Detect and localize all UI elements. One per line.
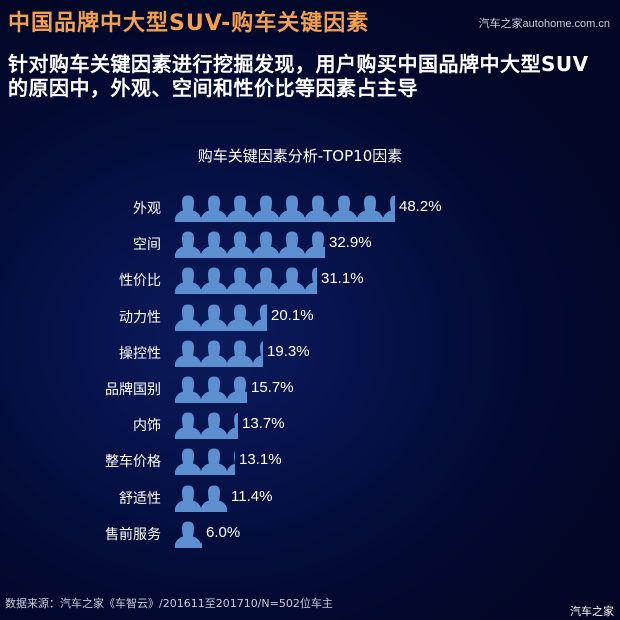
category-label: 动力性 bbox=[119, 309, 161, 326]
value-label: 15.7% bbox=[251, 379, 294, 396]
person-icons bbox=[175, 231, 325, 259]
pictogram-bar bbox=[175, 375, 247, 403]
chart-row: 整车价格 13.1% bbox=[0, 447, 620, 476]
chart-row: 动力性 20.1% bbox=[0, 303, 620, 331]
chart-row: 售前服务 6.0% bbox=[0, 520, 620, 548]
value-label: 48.2% bbox=[399, 198, 442, 215]
page-title: 中国品牌中大型SUV-购车关键因素 bbox=[8, 11, 370, 36]
person-icons bbox=[175, 340, 263, 367]
category-label: 内饰 bbox=[133, 418, 161, 435]
watermark-bottom: 汽车之家 bbox=[570, 605, 614, 618]
category-label: 空间 bbox=[133, 237, 161, 254]
chart-title: 购车关键因素分析-TOP10因素 bbox=[0, 145, 620, 166]
chart-title-text: 购车关键因素分析-TOP10因素 bbox=[197, 147, 403, 165]
chart-row: 性价比 31.1% bbox=[0, 266, 620, 295]
chart-row: 品牌国别 15.7% bbox=[0, 375, 620, 403]
value-label: 31.1% bbox=[321, 270, 364, 288]
data-source: 数据来源：汽车之家《车智云》/201611至201710/N=502位车主 bbox=[5, 597, 333, 610]
value-label: 6.0% bbox=[206, 523, 241, 541]
pictogram-bar bbox=[175, 447, 235, 476]
person-icons bbox=[175, 267, 317, 295]
category-label: 售前服务 bbox=[105, 526, 161, 543]
pictogram-bar bbox=[175, 194, 395, 222]
category-label: 性价比 bbox=[119, 273, 161, 290]
pictogram-bar bbox=[175, 230, 325, 259]
person-icons bbox=[175, 485, 227, 512]
pictogram-bar bbox=[175, 520, 202, 548]
pictogram-bar bbox=[175, 303, 267, 331]
person-icons bbox=[175, 304, 267, 331]
category-label: 操控性 bbox=[119, 345, 161, 362]
value-label: 13.7% bbox=[242, 415, 285, 433]
category-label: 整车价格 bbox=[105, 454, 161, 471]
value-label: 19.3% bbox=[267, 342, 310, 360]
pictogram-bar bbox=[175, 411, 238, 440]
chart-row: 外观 48.2% bbox=[0, 194, 620, 222]
person-icons bbox=[175, 195, 395, 222]
pictogram-bar bbox=[175, 339, 263, 367]
person-icons bbox=[175, 521, 202, 548]
value-label: 13.1% bbox=[239, 451, 282, 469]
chart-row: 内饰 13.7% bbox=[0, 411, 620, 440]
person-icons bbox=[175, 448, 235, 476]
category-label: 舒适性 bbox=[119, 490, 161, 507]
person-icons bbox=[175, 412, 238, 440]
category-label: 外观 bbox=[133, 201, 161, 217]
chart-row: 空间 32.9% bbox=[0, 230, 620, 259]
subtitle: 针对购车关键因素进行挖掘发现，用户购买中国品牌中大型SUV的原因中，外观、空间和… bbox=[8, 52, 589, 100]
person-icons bbox=[175, 376, 247, 403]
value-label: 32.9% bbox=[329, 234, 372, 252]
pictogram-bar bbox=[175, 266, 317, 295]
value-label: 20.1% bbox=[271, 306, 314, 324]
value-label: 11.4% bbox=[231, 487, 273, 505]
pictogram-bar bbox=[175, 484, 227, 512]
category-label: 品牌国别 bbox=[105, 382, 161, 398]
chart-row: 舒适性 11.4% bbox=[0, 484, 620, 512]
watermark-top: 汽车之家autohome.com.cn bbox=[478, 18, 610, 30]
chart-row: 操控性 19.3% bbox=[0, 339, 620, 367]
